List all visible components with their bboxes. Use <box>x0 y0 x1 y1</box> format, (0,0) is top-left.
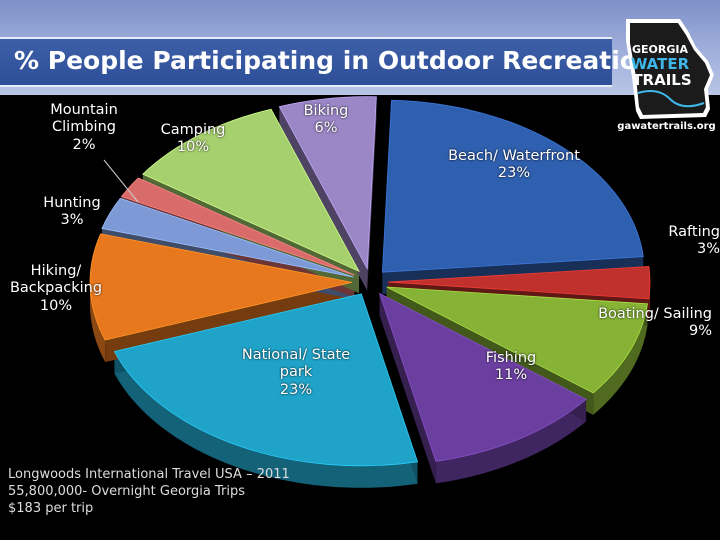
label-camping-pct: 10% <box>176 139 210 156</box>
label-boating: Boating/ Sailing 9% <box>584 306 712 341</box>
label-fishing-name: Fishing <box>485 350 537 366</box>
logo-url: gawatertrails.org <box>617 121 716 132</box>
label-biking: Biking 6% <box>292 103 360 138</box>
slide-title: % People Participating in Outdoor Recrea… <box>14 46 655 75</box>
label-biking-pct: 6% <box>314 120 338 137</box>
pie-slice-rafting <box>387 266 651 300</box>
title-bar: % People Participating in Outdoor Recrea… <box>0 37 655 87</box>
pie-slice-biking <box>278 96 377 271</box>
label-climbing: Mountain Climbing 2% <box>38 102 130 154</box>
label-fishing-pct: 11% <box>494 367 528 384</box>
label-rafting-pct: 3% <box>696 241 720 258</box>
georgia-water-trails-logo: GEORGIA WATER TRAILS <box>626 19 714 119</box>
pie-slice-rim-2 <box>593 303 648 415</box>
pie-slice-rim-3 <box>435 399 587 484</box>
logo-text-georgia: GEORGIA <box>632 43 688 56</box>
label-camping-name: Camping <box>160 122 226 138</box>
pie-slice-mountain-climbing <box>120 177 355 276</box>
label-hiking-name2: Backpacking <box>9 280 103 297</box>
logo-text-trails: TRAILS <box>632 71 691 89</box>
footnote-line-1: Longwoods International Travel USA – 201… <box>8 467 290 482</box>
label-boating-name: Boating/ Sailing <box>598 306 712 322</box>
pie-slice-national-state-park <box>113 293 419 467</box>
label-rafting-name: Rafting <box>668 224 720 240</box>
label-hunting-name: Hunting <box>43 195 101 211</box>
label-park: National/ State park 23% <box>228 347 364 399</box>
label-beach-name: Beach/ Waterfront <box>448 148 580 164</box>
label-beach-pct: 23% <box>497 165 531 182</box>
label-beach: Beach/ Waterfront 23% <box>440 148 588 183</box>
label-park-name1: National/ State <box>241 347 351 363</box>
footnote-line-3: $183 per trip <box>8 500 94 516</box>
label-boating-pct: 9% <box>688 323 712 340</box>
pie-slice-beach-waterfront <box>381 99 644 273</box>
logo-river-line <box>637 90 705 108</box>
pie-slice-wall-9-0 <box>279 106 368 291</box>
pie-slice-fishing <box>378 292 587 462</box>
label-climbing-name2: Climbing <box>52 119 116 136</box>
pie-slice-hiking-backpacking <box>89 233 353 341</box>
label-hunting-pct: 3% <box>60 212 84 229</box>
label-hiking-pct: 10% <box>39 297 73 314</box>
label-hiking: Hiking/ Backpacking 10% <box>4 263 108 315</box>
label-hunting: Hunting 3% <box>34 195 110 230</box>
label-hiking-name1: Hiking/ <box>30 263 82 279</box>
label-climbing-pct: 2% <box>72 136 96 153</box>
pie-slice-boating-sailing <box>386 286 648 394</box>
label-rafting: Rafting 3% <box>650 224 720 259</box>
leader-line-climbing <box>103 159 139 203</box>
label-park-pct: 23% <box>279 381 313 398</box>
pie-slice-rim-5 <box>90 282 106 363</box>
pie-slice-rim-4 <box>114 351 418 488</box>
label-camping: Camping 10% <box>150 122 236 157</box>
source-footnote: Longwoods International Travel USA – 201… <box>8 467 290 518</box>
logo-text-water: WATER <box>631 55 690 73</box>
label-park-name2: park <box>279 364 313 381</box>
pie-slice-hunting <box>101 197 354 278</box>
pie-slice-wall-3-1 <box>379 293 436 484</box>
pie-slice-camping <box>142 108 360 273</box>
footnote-line-2: 55,800,000- Overnight Georgia Trips <box>8 483 245 499</box>
label-climbing-name1: Mountain <box>50 102 118 118</box>
label-biking-name: Biking <box>303 103 349 119</box>
label-fishing: Fishing 11% <box>470 350 552 385</box>
